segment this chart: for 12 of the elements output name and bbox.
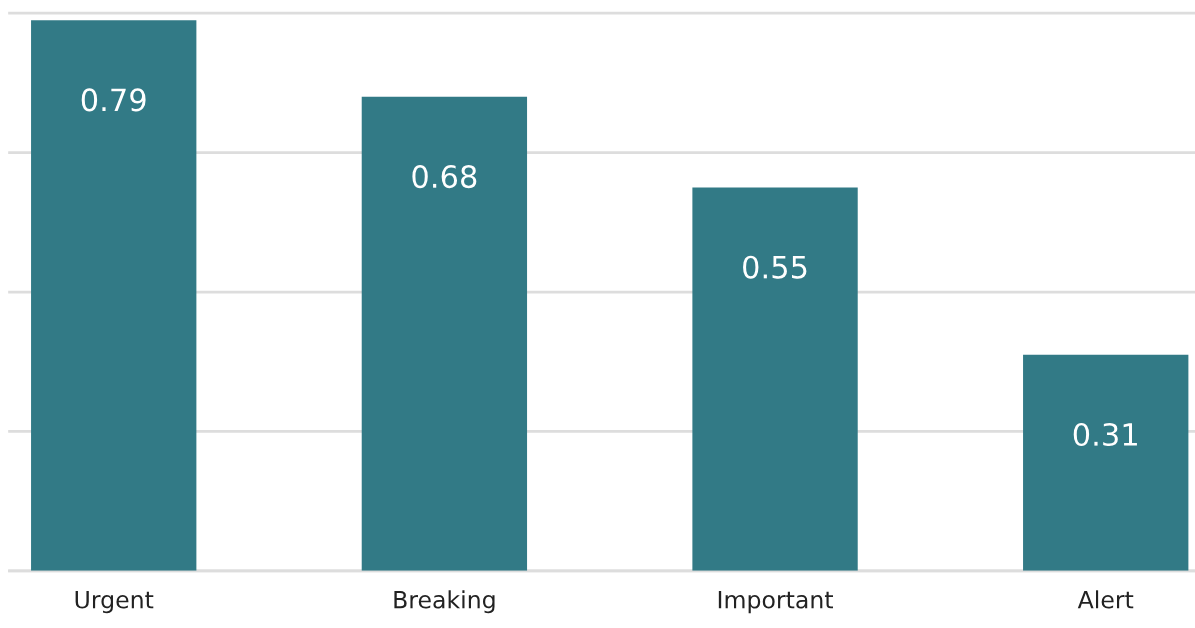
- bar: [1023, 354, 1189, 571]
- bar: [361, 96, 528, 571]
- x-tick-label: Alert: [1077, 590, 1134, 609]
- data-label: 0.79: [81, 88, 146, 112]
- x-tick-label: Important: [718, 591, 834, 614]
- x-tick-label: Breaking: [394, 590, 495, 614]
- data-label: 0.55: [743, 255, 807, 279]
- bar: [31, 20, 197, 571]
- data-label: 0.68: [412, 165, 477, 189]
- bar: [692, 187, 858, 571]
- data-label: 0.31: [1073, 422, 1137, 447]
- x-tick-label: Urgent: [75, 591, 154, 614]
